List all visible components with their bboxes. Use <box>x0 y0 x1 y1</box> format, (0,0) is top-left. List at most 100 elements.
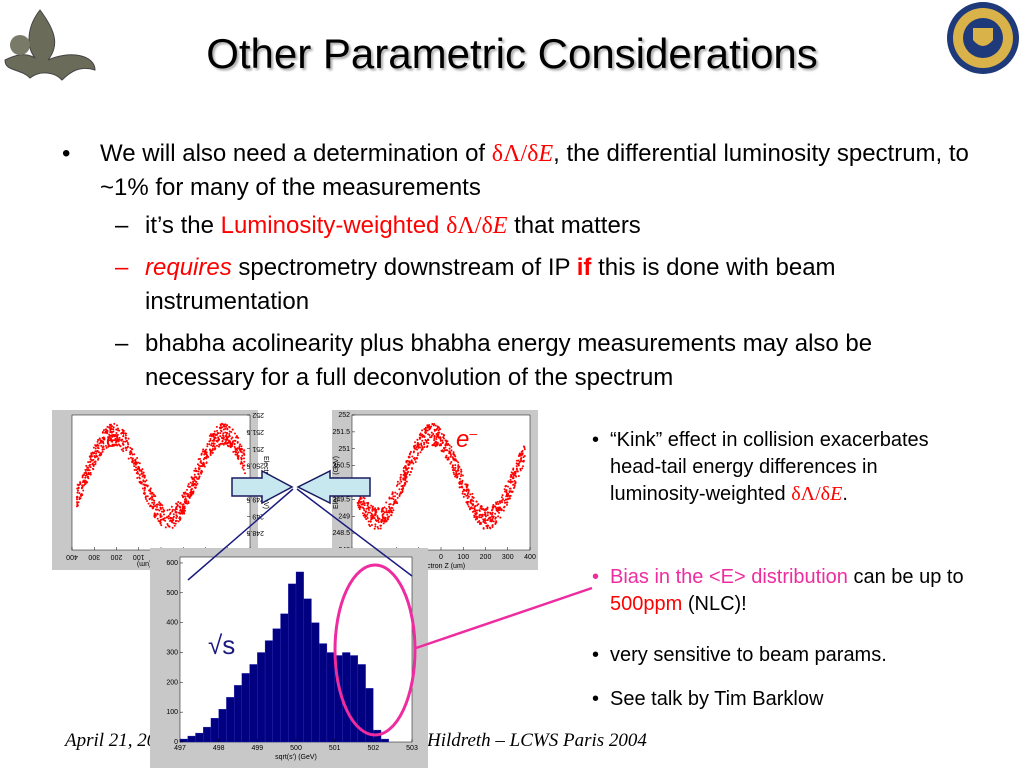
scatter-dot <box>152 493 155 496</box>
scatter-dot <box>514 481 517 484</box>
scatter-dot <box>117 439 120 442</box>
scatter-dot <box>449 451 452 454</box>
scatter-dot <box>448 444 451 447</box>
scatter-dot <box>189 485 192 488</box>
scatter-dot <box>90 458 93 461</box>
scatter-dot <box>111 443 114 446</box>
scatter-dot <box>376 526 379 529</box>
scatter-dot <box>479 513 482 516</box>
scatter-dot <box>450 445 453 448</box>
scatter-dot <box>135 472 138 475</box>
scatter-dot <box>175 502 178 505</box>
scatter-dot <box>117 429 120 432</box>
scatter-dot <box>110 440 113 443</box>
x-tick-label: 503 <box>406 745 418 752</box>
scatter-dot <box>131 448 134 451</box>
scatter-dot <box>467 495 470 498</box>
scatter-dot <box>224 423 227 426</box>
scatter-dot <box>114 434 117 437</box>
scatter-dot <box>178 511 181 514</box>
scatter-dot <box>155 503 158 506</box>
scatter-dot <box>481 508 484 511</box>
scatter-dot <box>112 426 115 429</box>
scatter-dot <box>198 468 201 471</box>
scatter-dot <box>475 515 478 518</box>
scatter-dot <box>223 441 226 444</box>
scatter-dot <box>187 483 190 486</box>
scatter-dot <box>101 448 104 451</box>
scatter-dot <box>367 506 370 509</box>
scatter-dot <box>490 520 493 523</box>
scatter-dot <box>408 453 411 456</box>
scatter-dot <box>495 509 498 512</box>
scatter-dot <box>474 510 477 513</box>
scatter-dot <box>439 436 442 439</box>
scatter-dot <box>90 455 93 458</box>
x-tick-label: 499 <box>251 745 263 752</box>
scatter-dot <box>410 467 413 470</box>
scatter-dot <box>416 454 419 457</box>
text: that matters <box>507 212 641 239</box>
scatter-dot <box>148 497 151 500</box>
scatter-dot <box>161 506 164 509</box>
scatter-dot <box>432 433 435 436</box>
scatter-dot <box>157 520 160 523</box>
bullet-marker: – <box>115 254 129 281</box>
scatter-dot <box>497 511 500 514</box>
scatter-dot <box>441 441 444 444</box>
scatter-dot <box>423 441 426 444</box>
histogram-bar <box>311 622 320 743</box>
scatter-dot <box>118 436 121 439</box>
scatter-dot <box>476 521 479 524</box>
histogram-bar <box>264 640 273 743</box>
scatter-dot <box>162 517 165 520</box>
scatter-dot <box>444 456 447 459</box>
scatter-dot <box>94 462 97 465</box>
scatter-dot <box>509 487 512 490</box>
scatter-dot <box>367 502 370 505</box>
scatter-dot <box>81 484 84 487</box>
scatter-dot <box>393 502 396 505</box>
scatter-dot <box>444 439 447 442</box>
scatter-dot <box>100 444 103 447</box>
text: very sensitive to beam params. <box>610 644 887 666</box>
scatter-dot <box>511 472 514 475</box>
scatter-dot <box>192 490 195 493</box>
scatter-dot <box>129 456 132 459</box>
scatter-dot <box>87 461 90 464</box>
scatter-dot <box>95 452 98 455</box>
scatter-dot <box>419 451 422 454</box>
y-tick-label: 500 <box>166 590 178 597</box>
scatter-dot <box>197 470 200 473</box>
scatter-dot <box>486 506 489 509</box>
scatter-dot <box>122 450 125 453</box>
sub-bullet: bhabha acolinearity plus bhabha energy m… <box>145 327 985 395</box>
histogram-bar <box>326 652 335 743</box>
scatter-dot <box>474 513 477 516</box>
scatter-dot <box>486 511 489 514</box>
scatter-dot <box>445 444 448 447</box>
scatter-dot <box>140 472 143 475</box>
scatter-dot <box>505 491 508 494</box>
x-axis-label: sqrt(s') (GeV) <box>275 754 317 761</box>
text: 500ppm <box>610 593 683 615</box>
scatter-dot <box>177 501 180 504</box>
scatter-dot <box>102 440 105 443</box>
scatter-dot <box>506 485 509 488</box>
scatter-dot <box>138 462 141 465</box>
scatter-dot <box>187 485 190 488</box>
scatter-dot <box>205 457 208 460</box>
scatter-dot <box>404 483 407 486</box>
scatter-dot <box>206 442 209 445</box>
scatter-dot <box>76 489 79 492</box>
scatter-dot <box>96 446 99 449</box>
scatter-dot <box>425 441 428 444</box>
scatter-dot <box>412 451 415 454</box>
scatter-dot <box>491 508 494 511</box>
scatter-dot <box>208 443 211 446</box>
scatter-dot <box>102 429 105 432</box>
scatter-dot <box>383 519 386 522</box>
scatter-dot <box>452 471 455 474</box>
scatter-dot <box>172 519 175 522</box>
scatter-dot <box>407 464 410 467</box>
